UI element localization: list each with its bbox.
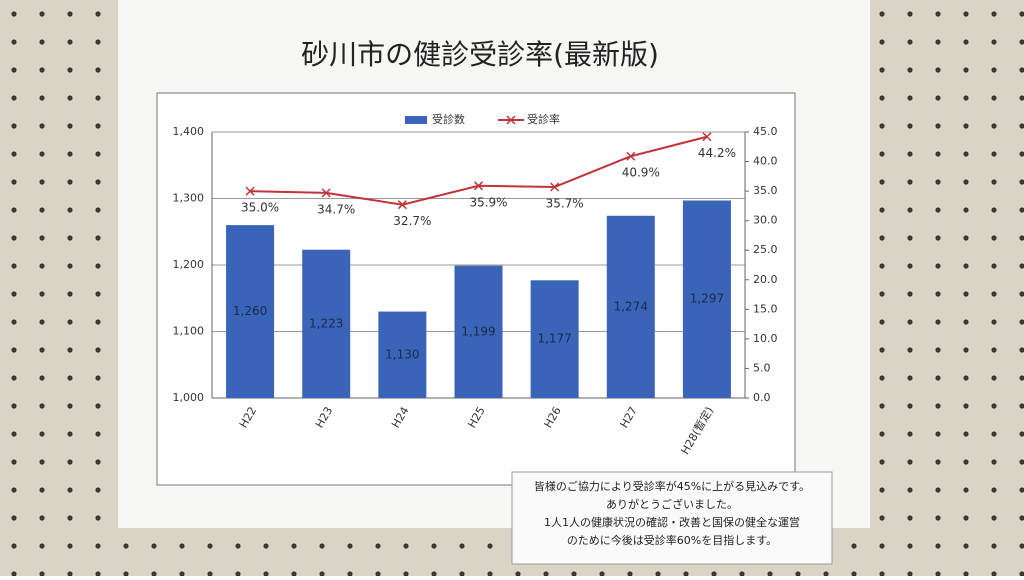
line-marker <box>702 132 712 142</box>
y2-tick-label: 5.0 <box>753 361 771 374</box>
bar <box>606 215 655 398</box>
bar <box>226 225 275 398</box>
line-marker <box>626 151 636 161</box>
bar-value-label: 1,223 <box>309 316 343 330</box>
y-tick-label: 1,200 <box>173 258 205 271</box>
line-marker <box>550 182 560 192</box>
line-value-label: 32.7% <box>393 214 431 228</box>
y2-tick-label: 40.0 <box>753 155 778 168</box>
bar <box>454 265 503 398</box>
y2-tick-label: 15.0 <box>753 302 778 315</box>
note-line: のために今後は受診率60%を目指します。 <box>567 533 777 547</box>
y-tick-label: 1,100 <box>173 325 205 338</box>
y2-tick-label: 10.0 <box>753 332 778 345</box>
note-line: 1人1人の健康状況の確認・改善と国保の健全な運営 <box>544 515 800 529</box>
line-marker <box>321 188 331 198</box>
legend-swatch <box>506 115 516 125</box>
line-marker <box>245 186 255 196</box>
bar <box>530 280 579 398</box>
line-value-label: 44.2% <box>698 146 736 160</box>
line-marker <box>473 181 484 191</box>
y2-tick-label: 30.0 <box>753 214 778 227</box>
bar-value-label: 1,297 <box>690 292 724 306</box>
y-tick-label: 1,000 <box>173 391 205 404</box>
y2-tick-label: 35.0 <box>753 184 778 197</box>
y-tick-label: 1,300 <box>173 192 205 205</box>
bar-value-label: 1,199 <box>461 324 495 338</box>
line-value-label: 35.9% <box>469 195 507 209</box>
line-marker <box>397 200 407 210</box>
chart-title: 砂川市の健診受診率(最新版) <box>301 38 659 71</box>
bar-value-label: 1,130 <box>385 347 419 361</box>
y2-tick-label: 25.0 <box>753 243 778 256</box>
note-line: ありがとうございました。 <box>606 497 738 511</box>
note-line: 皆様のご協力により受診率が45%に上がる見込みです。 <box>534 479 810 493</box>
legend-label: 受診数 <box>432 112 465 126</box>
note-box <box>511 471 833 565</box>
legend-swatch <box>405 116 427 124</box>
line-value-label: 40.9% <box>622 166 660 180</box>
legend-label: 受診率 <box>527 112 560 126</box>
bar <box>378 311 427 398</box>
line-value-label: 34.7% <box>317 202 355 216</box>
y2-tick-label: 45.0 <box>753 125 778 138</box>
bar-value-label: 1,274 <box>614 299 648 313</box>
bar <box>302 249 351 398</box>
y2-tick-label: 0.0 <box>753 391 771 404</box>
bar-value-label: 1,260 <box>233 304 267 318</box>
y2-tick-label: 20.0 <box>753 273 778 286</box>
line-value-label: 35.7% <box>546 196 584 210</box>
line-value-label: 35.0% <box>241 201 279 215</box>
bar-value-label: 1,177 <box>537 332 571 346</box>
bar <box>682 200 731 398</box>
y-tick-label: 1,400 <box>173 125 205 138</box>
